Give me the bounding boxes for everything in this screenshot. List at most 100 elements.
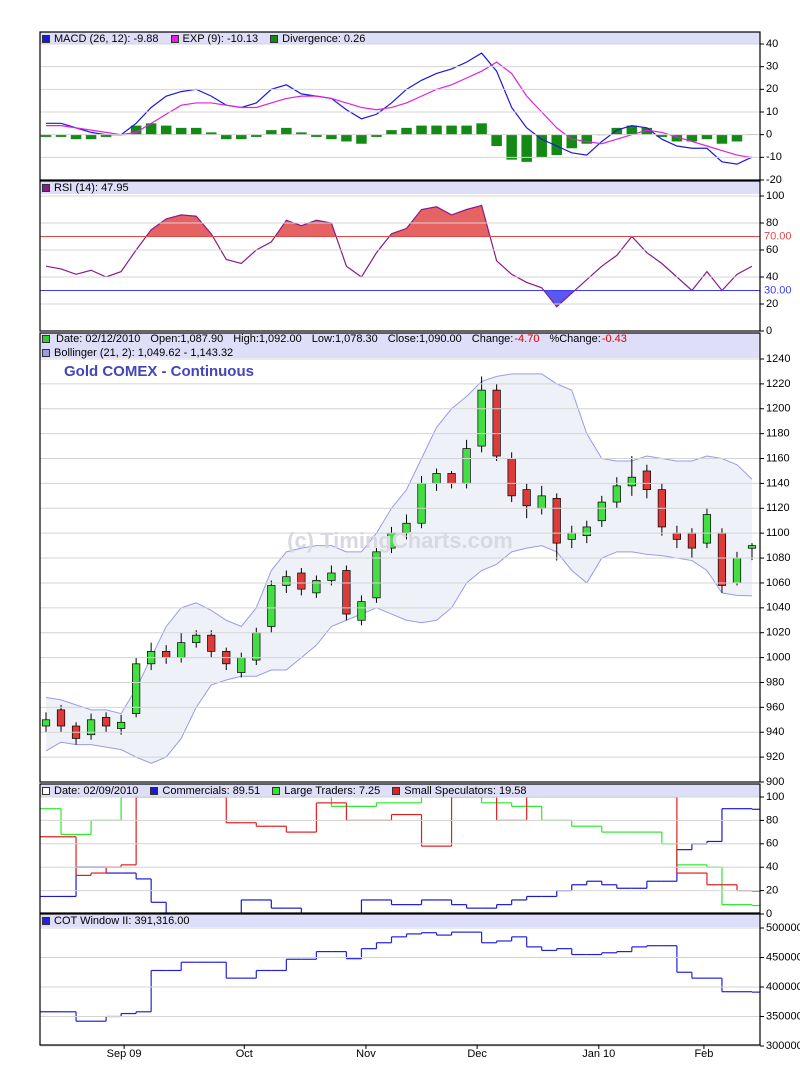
- watermark: (c) TimingCharts.com: [287, 528, 513, 553]
- legend-swatch: [272, 786, 281, 795]
- legend-entry: MACD (26, 12): -9.88: [42, 33, 159, 45]
- divergence-bar: [175, 127, 187, 135]
- x-tick-label: Oct: [236, 1048, 253, 1060]
- y-tick-label: 100: [766, 190, 784, 202]
- panel-border: [39, 913, 761, 1046]
- divergence-bar: [236, 134, 247, 140]
- panel-header: Date: 02/12/2010 Open:1,087.90 High:1,092.…: [42, 333, 637, 345]
- legend-entry: Date: 02/09/2010: [42, 785, 138, 797]
- candle-body: [357, 601, 366, 621]
- y-tick-label: 350000: [766, 1010, 800, 1022]
- legend-label: Small Speculators: 19.58: [404, 784, 527, 797]
- macd-line: [46, 52, 753, 165]
- candle-body: [101, 716, 111, 727]
- candle-body: [612, 485, 621, 503]
- candle-body: [117, 721, 126, 729]
- y-tick-label: 100: [766, 791, 784, 803]
- divergence-bar: [296, 132, 307, 135]
- info-text: Change:: [471, 333, 514, 345]
- legend-swatch: [270, 34, 279, 43]
- y-tick-label: 1220: [766, 378, 790, 390]
- y-tick-label: 980: [766, 676, 784, 688]
- divergence-bar: [55, 134, 67, 137]
- legend-label: MACD (26, 12): -9.88: [54, 32, 159, 45]
- candle-body: [267, 585, 276, 627]
- candle-body: [717, 532, 727, 586]
- legend-label: Commercials: 89.51: [162, 784, 261, 797]
- divergence-bar: [611, 127, 623, 135]
- panel: 0 20 40 60 80 100: [39, 783, 784, 920]
- divergence-bar: [281, 127, 292, 135]
- candle-body: [132, 663, 141, 714]
- y-tick-label: 1140: [766, 477, 790, 489]
- candle-body: [297, 572, 306, 590]
- legend-entry: Small Speculators: 19.58: [392, 784, 527, 797]
- x-tick-label: Dec: [467, 1048, 487, 1060]
- candle-body: [477, 389, 486, 447]
- candle-body: [327, 572, 336, 581]
- y-tick-label: 920: [766, 751, 784, 763]
- info-text: Open:1,087.90: [150, 333, 224, 345]
- legend-entry: Large Traders: 7.25: [272, 785, 380, 797]
- panel-background: [40, 181, 760, 331]
- candle-body: [492, 389, 501, 457]
- overbought-fill: [46, 205, 752, 237]
- band-upper: [45, 373, 753, 715]
- legend-label: Large Traders: 7.25: [284, 784, 381, 797]
- candle-body: [462, 448, 471, 484]
- y-tick-label: 500000: [766, 922, 800, 934]
- panel: -20 -10 0 10 20 30 40: [39, 31, 782, 186]
- candle-body: [552, 497, 561, 544]
- legend-label: Divergence: 0.26: [282, 32, 366, 45]
- y-tick-label: 20: [766, 83, 778, 95]
- y-tick-label: 40: [766, 861, 778, 873]
- candle-body: [417, 483, 426, 524]
- y-tick-label: -20: [766, 174, 782, 186]
- divergence-bar: [401, 127, 412, 135]
- legend-entry: Commercials: 89.51: [150, 785, 260, 797]
- macd-line: [46, 61, 753, 159]
- legend-entry: Divergence: 0.26: [270, 33, 365, 45]
- y-tick-label: 20: [766, 298, 778, 310]
- candle-body: [86, 719, 96, 736]
- candle-body: [747, 545, 757, 549]
- band-fill: [46, 373, 752, 764]
- candle-body: [522, 489, 531, 507]
- candle-body: [207, 634, 216, 652]
- y-tick-label: 960: [766, 701, 784, 713]
- y-tick-label: 1020: [766, 627, 790, 639]
- panel-header: RSI (14): 47.95: [42, 181, 141, 194]
- divergence-bar: [145, 123, 157, 135]
- divergence-bar: [476, 123, 487, 135]
- candle-body: [447, 473, 456, 484]
- divergence-bar: [641, 127, 653, 135]
- panel-header: MACD (26, 12): -9.88 EXP (9): -10.13 Diver…: [42, 32, 377, 45]
- y-tick-label: 40: [766, 38, 778, 50]
- candle-body: [162, 651, 171, 658]
- legend-swatch: [42, 916, 50, 925]
- y-tick-label: 0: [766, 908, 772, 920]
- candle-body: [41, 719, 51, 727]
- divergence-bar: [311, 134, 322, 137]
- legend-swatch: [42, 34, 50, 43]
- chart-title: Gold COMEX - Continuous: [64, 363, 254, 380]
- divergence-bar: [656, 134, 668, 137]
- legend-swatch: [392, 786, 401, 795]
- divergence-bar: [266, 130, 277, 135]
- divergence-bar: [416, 125, 427, 135]
- legend-swatch: [42, 786, 50, 795]
- info-text: High:1,092.00: [233, 333, 302, 345]
- divergence-bar: [581, 134, 593, 144]
- y-tick-label: 1060: [766, 577, 790, 589]
- legend-swatch: [42, 183, 50, 192]
- plot-area: [41, 373, 757, 764]
- candle-body: [687, 532, 697, 549]
- info-text: -4.70: [514, 333, 540, 345]
- y-tick-label: 400000: [766, 981, 800, 993]
- legend-label: RSI (14): 47.95: [54, 181, 129, 194]
- divergence-bar: [190, 127, 202, 135]
- y-tick-label: 1040: [766, 602, 790, 614]
- candle-body: [192, 634, 201, 644]
- y-tick-label: 30: [766, 61, 778, 73]
- y-tick-label: 900: [766, 776, 784, 788]
